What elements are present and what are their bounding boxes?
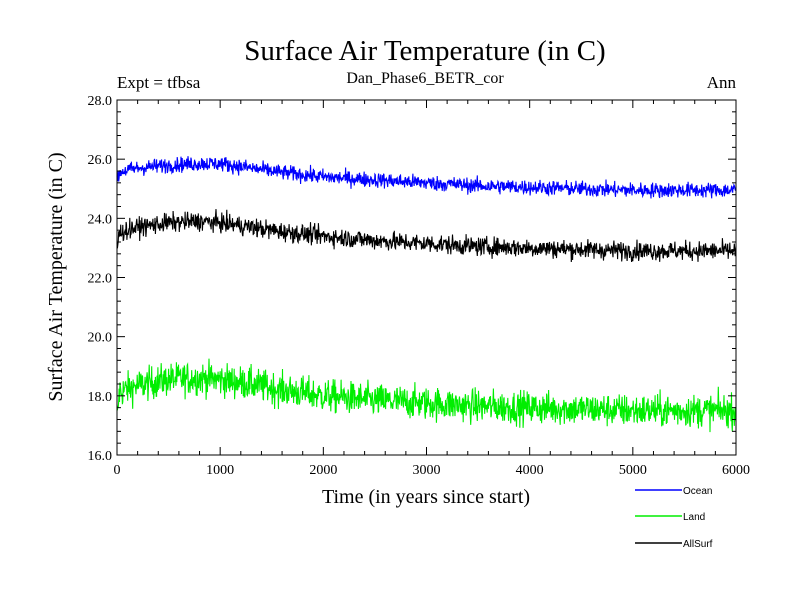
series-layer [116,156,737,433]
series-line-land [116,358,737,433]
chart-subtitle: Dan_Phase6_BETR_cor [346,70,504,87]
legend: Ocean Land AllSurf [635,486,713,550]
x-tick-label: 4000 [516,463,544,478]
chart-title: Surface Air Temperature (in C) [244,35,605,67]
x-axis-label: Time (in years since start) [322,486,530,508]
right-annotation: Ann [707,73,737,92]
axes-layer: 0 1000 2000 3000 4000 5000 6000 16.0 18.0 20.0 22.… [88,94,751,478]
legend-label-land: Land [683,512,705,523]
x-tick-label: 2000 [309,463,337,478]
series-line-allsurf [116,209,737,263]
y-tick-label: 22.0 [88,272,113,287]
x-tick-label: 6000 [722,463,750,478]
x-tick-label: 5000 [619,463,647,478]
series-line-ocean [116,156,737,199]
x-tick-label: 3000 [413,463,441,478]
y-tick-label: 24.0 [88,212,113,227]
y-tick-label: 16.0 [88,449,113,464]
legend-label-allsurf: AllSurf [683,539,713,550]
y-tick-label: 20.0 [88,331,113,346]
y-tick-label: 18.0 [88,390,113,405]
x-tick-label: 0 [114,463,121,478]
y-tick-label: 28.0 [88,94,113,109]
x-tick-label: 1000 [206,463,234,478]
left-annotation: Expt = tfbsa [117,73,201,92]
y-axis-label: Surface Air Temperature (in C) [45,152,67,401]
y-tick-label: 26.0 [88,153,113,168]
legend-label-ocean: Ocean [683,486,712,497]
